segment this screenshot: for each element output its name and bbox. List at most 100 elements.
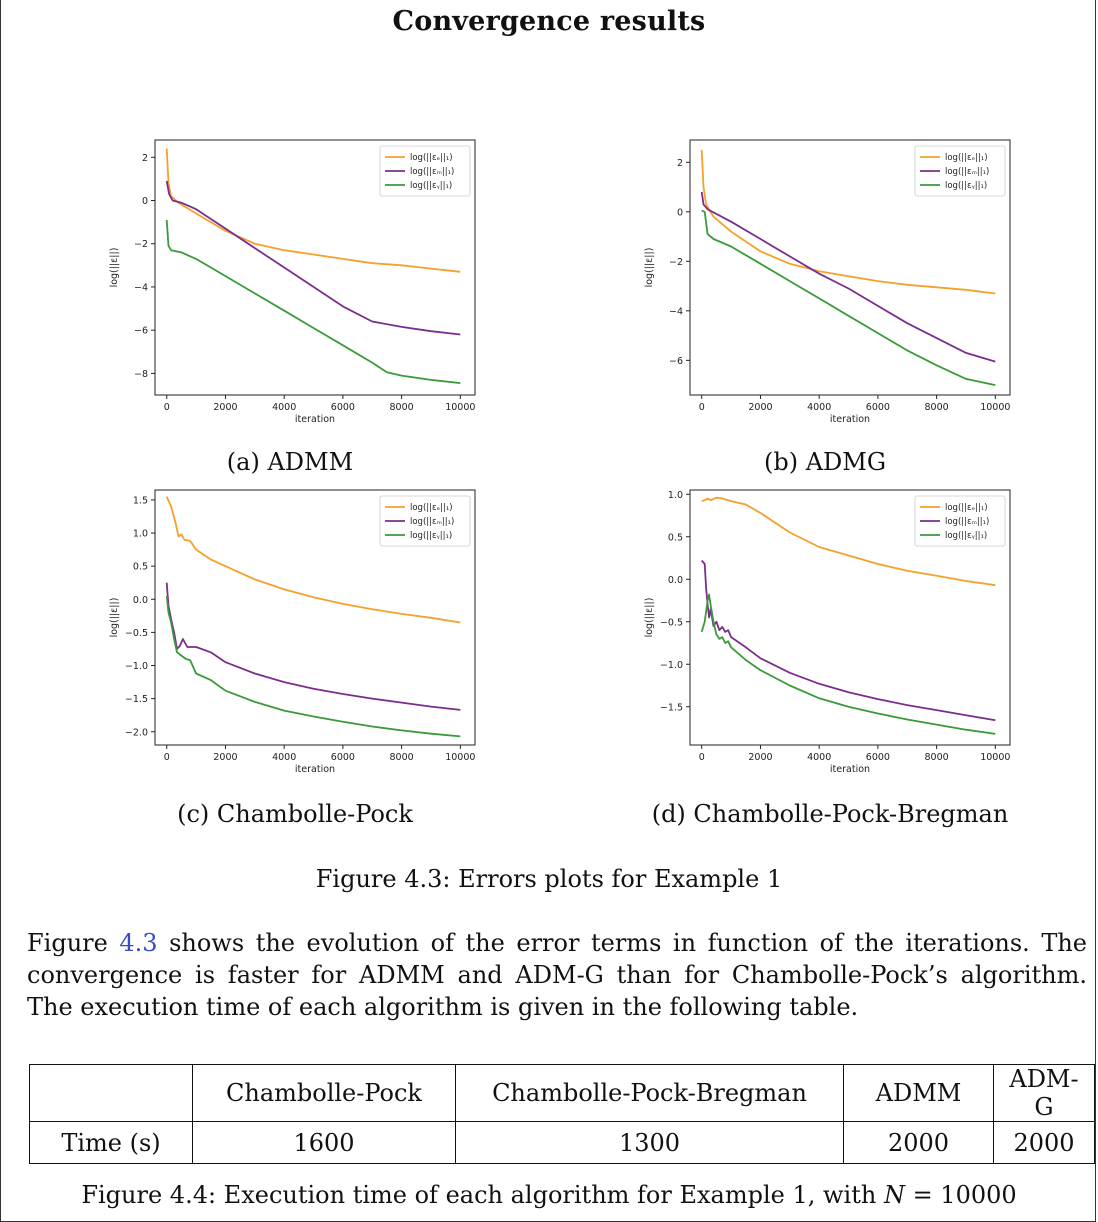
series-line-purple: [701, 559, 996, 722]
table-header-cell: Chambolle-Pock: [192, 1064, 456, 1122]
series-line-purple: [165, 582, 461, 711]
x-axis-label: iteration: [830, 414, 870, 425]
y-tick-label: 0: [677, 207, 683, 218]
legend-label: log(||εᵧ||₁): [410, 181, 452, 191]
x-tick-label: 4000: [272, 752, 296, 763]
x-tick-label: 8000: [925, 752, 949, 763]
legend-label: log(||εₘ||₁): [410, 167, 454, 177]
table-header-cell: ADM-G: [993, 1064, 1095, 1122]
y-tick-label: 0.5: [133, 562, 148, 573]
x-tick-label: 6000: [866, 752, 890, 763]
x-tick-label: 4000: [272, 402, 296, 413]
y-tick-label: 0.0: [668, 575, 683, 586]
x-axis-label: iteration: [830, 764, 870, 775]
paragraph-text-start: Figure: [27, 929, 120, 957]
table-header-cell: ADMM: [843, 1064, 994, 1122]
plot-area-frame: [689, 489, 1011, 746]
table-cell: 1600: [192, 1121, 456, 1164]
table-caption-text: Figure 4.4: Execution time of each algor…: [81, 1181, 884, 1209]
x-axis-label: iteration: [295, 414, 335, 425]
y-tick-label: 1.5: [133, 495, 148, 506]
table-cell: 2000: [993, 1121, 1095, 1164]
x-tick-label: 2000: [213, 402, 237, 413]
y-tick-label: −1.0: [125, 661, 148, 672]
x-tick-label: 6000: [331, 402, 355, 413]
x-tick-label: 8000: [390, 402, 414, 413]
series-line-purple: [165, 180, 461, 336]
x-tick-label: 6000: [331, 752, 355, 763]
legend-box: [914, 495, 1006, 547]
legend-label: log(||εₑ||₁): [945, 503, 988, 513]
figure-reference-link[interactable]: 4.3: [119, 929, 158, 957]
y-tick-label: −2.0: [125, 727, 148, 738]
table-caption-variable: N: [883, 1181, 905, 1209]
legend-box: [379, 495, 471, 547]
x-tick-label: 0: [164, 752, 170, 763]
y-tick-label: −1.5: [660, 702, 683, 713]
y-tick-label: 1.0: [668, 490, 683, 501]
y-tick-label: −2: [134, 239, 148, 250]
execution-time-table: Chambolle-Pock Chambolle-Pock-Bregman AD…: [29, 1064, 1095, 1164]
plot-area-frame: [154, 139, 476, 396]
page-title: Convergence results: [392, 6, 706, 37]
body-paragraph: Figure 4.3 shows the evolution of the er…: [27, 927, 1087, 1023]
y-axis-label: log(||ε||): [109, 598, 120, 638]
y-tick-label: 2: [142, 153, 148, 164]
legend-label: log(||εᵧ||₁): [945, 181, 987, 191]
chart-chambolle-pock-bregman: 0 2000 4000 6000 8000 10000 1.0 0.5 0.0 −0.5 −1.0 −…: [644, 489, 1011, 775]
series-line-orange: [701, 496, 996, 587]
series-line-green: [165, 595, 461, 738]
legend-label: log(||εₘ||₁): [945, 167, 989, 177]
y-tick-label: −0.5: [660, 617, 683, 628]
table-cell: 2000: [843, 1121, 994, 1164]
x-tick-label: 10000: [445, 402, 475, 413]
series-line-orange: [700, 149, 996, 295]
chart-admm: 0 2000 4000 6000 8000 10000 2 0 −2 −4 −6 −8 iteratio…: [109, 139, 476, 425]
table-header-cell: Chambolle-Pock-Bregman: [455, 1064, 844, 1122]
y-axis-label: log(||ε||): [644, 248, 655, 288]
y-tick-label: 0.0: [133, 595, 148, 606]
series-line-orange: [165, 496, 461, 624]
x-tick-label: 10000: [445, 752, 475, 763]
paragraph-text-rest: shows the evolution of the error terms i…: [27, 929, 1087, 1021]
x-tick-label: 0: [699, 402, 705, 413]
y-tick-label: 0: [142, 196, 148, 207]
subcaption-chambolle-pock-bregman: (d) Chambolle-Pock-Bregman: [651, 800, 1009, 828]
legend-box: [379, 145, 471, 197]
x-tick-label: 2000: [748, 752, 772, 763]
y-tick-label: −2: [669, 257, 683, 268]
table-row-label: Time (s): [29, 1121, 193, 1164]
x-tick-label: 0: [164, 402, 170, 413]
x-tick-label: 0: [699, 752, 705, 763]
x-tick-label: 4000: [807, 402, 831, 413]
y-axis-label: log(||ε||): [644, 598, 655, 638]
series-line-orange: [165, 148, 461, 273]
legend-label: log(||εₘ||₁): [410, 517, 454, 527]
legend-label: log(||εᵧ||₁): [410, 531, 452, 541]
x-tick-label: 6000: [866, 402, 890, 413]
legend-box: [914, 145, 1006, 197]
table-row: Time (s) 1600 1300 2000 2000: [29, 1121, 1095, 1164]
y-tick-label: −4: [134, 282, 148, 293]
legend-label: log(||εᵧ||₁): [945, 531, 987, 541]
series-line-green: [700, 593, 996, 735]
series-line-purple: [700, 191, 996, 363]
y-tick-label: −1.0: [660, 660, 683, 671]
x-tick-label: 10000: [980, 402, 1010, 413]
y-tick-label: −0.5: [125, 628, 148, 639]
x-tick-label: 8000: [925, 402, 949, 413]
y-tick-label: −8: [134, 369, 148, 380]
plot-area-frame: [689, 139, 1011, 396]
figure-caption: Figure 4.3: Errors plots for Example 1: [315, 865, 783, 893]
legend-label: log(||εₑ||₁): [410, 503, 453, 513]
series-line-green: [165, 219, 461, 384]
y-tick-label: −4: [669, 306, 683, 317]
plot-area-frame: [154, 489, 476, 746]
y-tick-label: −1.5: [125, 694, 148, 705]
legend-label: log(||εₘ||₁): [945, 517, 989, 527]
table-header-row: Chambolle-Pock Chambolle-Pock-Bregman AD…: [29, 1064, 1095, 1122]
x-tick-label: 10000: [980, 752, 1010, 763]
x-tick-label: 2000: [748, 402, 772, 413]
table-header-cell: [29, 1064, 193, 1122]
x-tick-label: 4000: [807, 752, 831, 763]
